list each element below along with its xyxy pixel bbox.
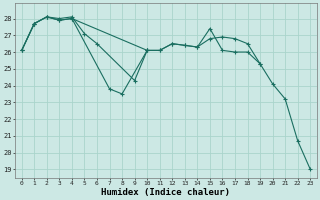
X-axis label: Humidex (Indice chaleur): Humidex (Indice chaleur)	[101, 188, 230, 197]
